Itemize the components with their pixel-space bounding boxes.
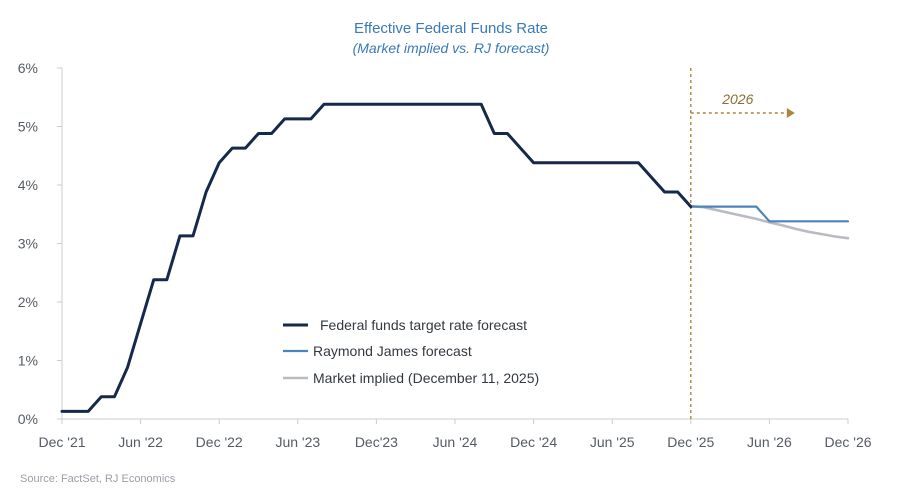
x-tick-label: Jun '22 [118,434,163,450]
legend-label: Raymond James forecast [313,343,472,359]
y-tick-label: 6% [18,60,38,76]
x-tick-label: Jun '25 [590,434,635,450]
x-axis-ticks: Dec '21 Jun '22 Dec '22 Jun '23 Dec'23 Jun '2… [38,419,872,450]
y-tick-label: 0% [18,411,38,427]
x-tick-label: Dec '21 [38,434,85,450]
x-tick-label: Dec '25 [667,434,714,450]
y-tick-label: 1% [18,353,38,369]
legend: Federal funds target rate forecast Raymon… [283,317,539,386]
chart-subtitle: (Market implied vs. RJ forecast) [353,40,550,56]
annotation-2026: 2026 [690,68,795,419]
annotation-label: 2026 [721,91,753,107]
x-tick-label: Dec '26 [824,434,871,450]
legend-label: Federal funds target rate forecast [320,317,527,333]
annotation-arrowhead [786,108,795,118]
x-tick-label: Dec'23 [355,434,398,450]
axes [61,68,848,420]
legend-label: Market implied (December 11, 2025) [313,370,539,386]
chart-title: Effective Federal Funds Rate [354,20,548,37]
y-tick-label: 4% [18,177,38,193]
source-note: Source: FactSet, RJ Economics [20,473,176,485]
series-lines [60,102,850,413]
x-tick-label: Jun '26 [747,434,792,450]
series-fed-funds-line [60,102,693,413]
y-tick-label: 2% [18,294,38,310]
y-tick-label: 5% [18,119,38,135]
x-tick-label: Jun '23 [275,434,320,450]
series-rj-forecast-line [689,205,850,223]
x-tick-label: Dec '24 [510,434,557,450]
y-axis-ticks: 0% 1% 2% 3% 4% 5% 6% [18,60,62,427]
x-tick-label: Jun '24 [433,434,478,450]
x-tick-label: Dec '22 [196,434,243,450]
y-tick-label: 3% [18,236,38,252]
